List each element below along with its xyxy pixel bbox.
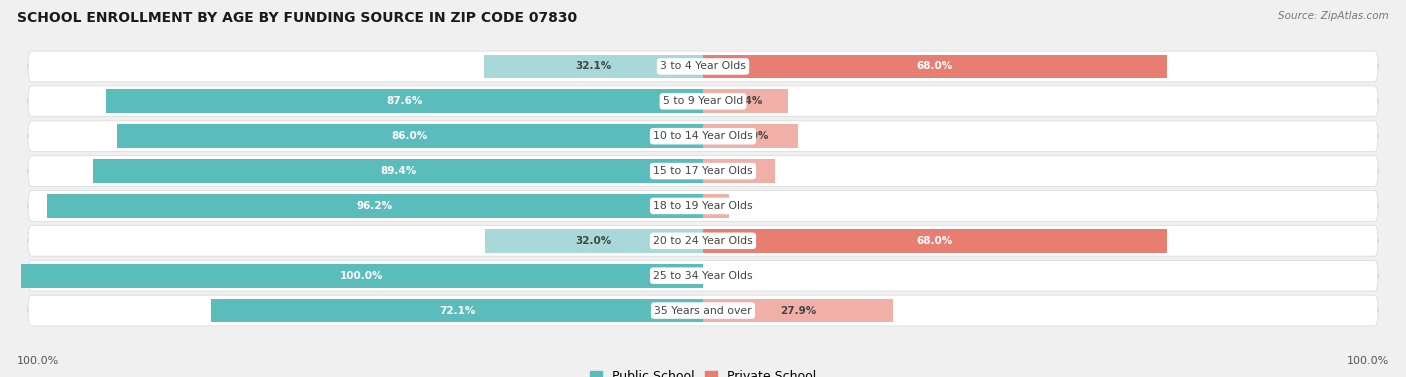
- Legend: Public School, Private School: Public School, Private School: [589, 370, 817, 377]
- Text: 96.2%: 96.2%: [357, 201, 394, 211]
- Text: 35 Years and over: 35 Years and over: [654, 305, 752, 316]
- Bar: [117, 124, 703, 148]
- FancyBboxPatch shape: [28, 225, 1378, 256]
- Text: 32.1%: 32.1%: [575, 61, 612, 72]
- Text: 5 to 9 Year Old: 5 to 9 Year Old: [662, 96, 744, 106]
- FancyBboxPatch shape: [28, 121, 1378, 152]
- FancyBboxPatch shape: [28, 295, 1378, 326]
- Text: 32.0%: 32.0%: [576, 236, 612, 246]
- Bar: [703, 229, 1167, 253]
- Text: 72.1%: 72.1%: [439, 305, 475, 316]
- Bar: [485, 229, 703, 253]
- Text: 15 to 17 Year Olds: 15 to 17 Year Olds: [654, 166, 752, 176]
- Text: 25 to 34 Year Olds: 25 to 34 Year Olds: [654, 271, 752, 281]
- Text: 100.0%: 100.0%: [17, 356, 59, 366]
- FancyBboxPatch shape: [28, 261, 1378, 291]
- Bar: [703, 194, 728, 218]
- Text: 68.0%: 68.0%: [917, 61, 953, 72]
- Bar: [703, 89, 787, 113]
- Text: 86.0%: 86.0%: [392, 131, 427, 141]
- FancyBboxPatch shape: [28, 86, 1378, 116]
- FancyBboxPatch shape: [28, 51, 1378, 82]
- Text: 18 to 19 Year Olds: 18 to 19 Year Olds: [654, 201, 752, 211]
- Bar: [211, 299, 703, 322]
- Bar: [703, 299, 893, 322]
- Text: 20 to 24 Year Olds: 20 to 24 Year Olds: [654, 236, 752, 246]
- Text: 100.0%: 100.0%: [340, 271, 384, 281]
- FancyBboxPatch shape: [28, 156, 1378, 186]
- Text: 89.4%: 89.4%: [380, 166, 416, 176]
- Text: 100.0%: 100.0%: [1347, 356, 1389, 366]
- Bar: [105, 89, 703, 113]
- Bar: [46, 194, 703, 218]
- Text: 68.0%: 68.0%: [917, 236, 953, 246]
- Text: 87.6%: 87.6%: [387, 96, 423, 106]
- FancyBboxPatch shape: [28, 191, 1378, 221]
- Text: 10.6%: 10.6%: [721, 166, 758, 176]
- Text: Source: ZipAtlas.com: Source: ZipAtlas.com: [1278, 11, 1389, 21]
- Bar: [93, 159, 703, 183]
- Text: 3 to 4 Year Olds: 3 to 4 Year Olds: [659, 61, 747, 72]
- Bar: [21, 264, 703, 288]
- Text: 3.8%: 3.8%: [702, 201, 731, 211]
- Bar: [703, 55, 1167, 78]
- Bar: [703, 124, 799, 148]
- Text: 14.0%: 14.0%: [733, 131, 769, 141]
- Bar: [703, 159, 775, 183]
- Text: 27.9%: 27.9%: [780, 305, 817, 316]
- Text: 12.4%: 12.4%: [727, 96, 763, 106]
- Bar: [484, 55, 703, 78]
- Text: 10 to 14 Year Olds: 10 to 14 Year Olds: [654, 131, 752, 141]
- Text: SCHOOL ENROLLMENT BY AGE BY FUNDING SOURCE IN ZIP CODE 07830: SCHOOL ENROLLMENT BY AGE BY FUNDING SOUR…: [17, 11, 576, 25]
